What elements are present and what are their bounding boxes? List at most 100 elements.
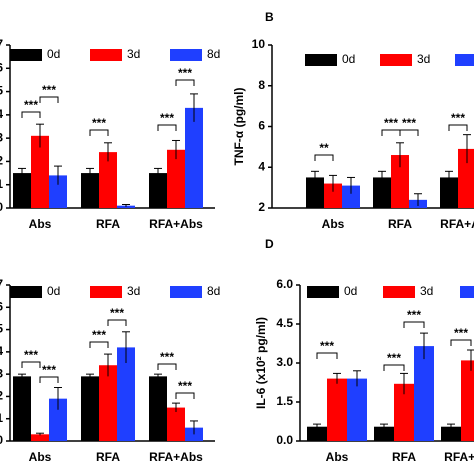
significance-bracket: [381, 129, 401, 136]
y-tick-label: 10: [252, 37, 266, 51]
y-tick-label: 1.5: [276, 394, 293, 408]
significance-bracket: [175, 392, 195, 399]
bar: [149, 376, 167, 441]
bar: [99, 152, 117, 208]
x-tick-label: RFA: [388, 217, 412, 231]
bar: [440, 177, 458, 208]
significance-label: ***: [454, 326, 468, 340]
significance-label: ***: [24, 98, 38, 112]
legend-swatch: [383, 286, 415, 298]
significance-label: ***: [320, 339, 334, 353]
x-tick-label: RFA: [96, 450, 120, 464]
bar: [49, 175, 67, 208]
significance-label: ***: [24, 348, 38, 362]
bar: [373, 177, 391, 208]
significance-bracket: [107, 319, 127, 326]
significance-bracket: [399, 129, 419, 136]
bar: [461, 360, 474, 441]
legend-swatch: [380, 54, 412, 66]
y-tick-label: 0: [0, 200, 3, 214]
bar: [13, 173, 31, 208]
significance-label: ***: [92, 116, 106, 130]
legend-swatch: [305, 54, 337, 66]
legend-label: 8d: [207, 284, 220, 298]
bar: [307, 426, 327, 441]
significance-bracket: [21, 111, 41, 118]
significance-bracket: [383, 364, 405, 371]
bar: [49, 398, 67, 441]
panel-label: B: [265, 10, 274, 24]
x-tick-label: Abs: [322, 217, 345, 231]
y-tick-label: 6.0: [276, 277, 293, 291]
bar: [306, 177, 324, 208]
y-tick-label: 3: [0, 366, 3, 380]
legend-label: 0d: [47, 284, 60, 298]
y-tick-label: 4: [258, 159, 265, 173]
significance-bracket: [89, 129, 109, 136]
bar: [185, 107, 203, 208]
bar: [327, 378, 347, 441]
legend-swatch: [10, 286, 42, 298]
bar: [394, 383, 414, 441]
significance-bracket: [89, 341, 109, 348]
bar: [347, 378, 367, 441]
y-tick-label: 3.0: [276, 355, 293, 369]
significance-label: ***: [110, 306, 124, 320]
significance-bracket: [448, 124, 468, 131]
legend-label: 0d: [47, 47, 60, 61]
x-tick-label: Abs: [326, 450, 349, 464]
legend-swatch: [460, 286, 474, 298]
significance-label: ***: [160, 350, 174, 364]
legend-label: 3d: [127, 284, 140, 298]
significance-label: ***: [92, 328, 106, 342]
y-tick-label: 4.5: [276, 316, 293, 330]
legend-swatch: [170, 286, 202, 298]
significance-bracket: [450, 339, 472, 346]
bar: [81, 376, 99, 441]
y-tick-label: 7: [0, 277, 3, 291]
legend-swatch: [90, 286, 122, 298]
y-tick-label: 2: [0, 154, 3, 168]
bar: [81, 173, 99, 208]
y-tick-label: 7: [0, 37, 3, 51]
x-tick-label: Abs: [29, 450, 52, 464]
y-tick-label: 5: [0, 84, 3, 98]
y-axis-label: TNF-α (pg/ml): [232, 87, 246, 165]
y-tick-label: 3: [0, 130, 3, 144]
significance-bracket: [175, 79, 195, 86]
bar: [342, 185, 360, 208]
y-tick-label: 6: [0, 299, 3, 313]
legend-swatch: [307, 286, 339, 298]
bar: [391, 155, 409, 208]
x-tick-label: RFA: [392, 450, 416, 464]
legend-label: 3d: [417, 52, 430, 66]
legend-label: 8d: [207, 47, 220, 61]
bar: [458, 148, 474, 208]
y-tick-label: 1: [0, 411, 3, 425]
legend-swatch: [90, 49, 122, 61]
significance-bracket: [314, 154, 334, 161]
x-tick-label: RFA: [96, 217, 120, 231]
y-tick-label: 6: [0, 60, 3, 74]
significance-label: ***: [178, 66, 192, 80]
significance-bracket: [157, 124, 177, 131]
y-tick-label: 2: [258, 200, 265, 214]
y-axis-label: IL-6 (x10² pg/ml): [254, 317, 268, 409]
bar: [117, 347, 135, 441]
y-tick-label: 6: [258, 119, 265, 133]
bar: [149, 173, 167, 208]
significance-label: ***: [42, 363, 56, 377]
y-tick-label: 2: [0, 389, 3, 403]
y-tick-label: 4: [0, 107, 3, 121]
bar: [31, 434, 49, 441]
bar: [99, 365, 117, 441]
bar: [414, 346, 434, 441]
x-tick-label: RFA+Abs: [149, 217, 203, 231]
significance-bracket: [403, 321, 425, 328]
y-tick-label: 1: [0, 177, 3, 191]
x-tick-label: RFA+Abs: [149, 450, 203, 464]
panel-label: D: [265, 237, 274, 251]
y-tick-label: 8: [258, 78, 265, 92]
significance-label: ***: [160, 111, 174, 125]
